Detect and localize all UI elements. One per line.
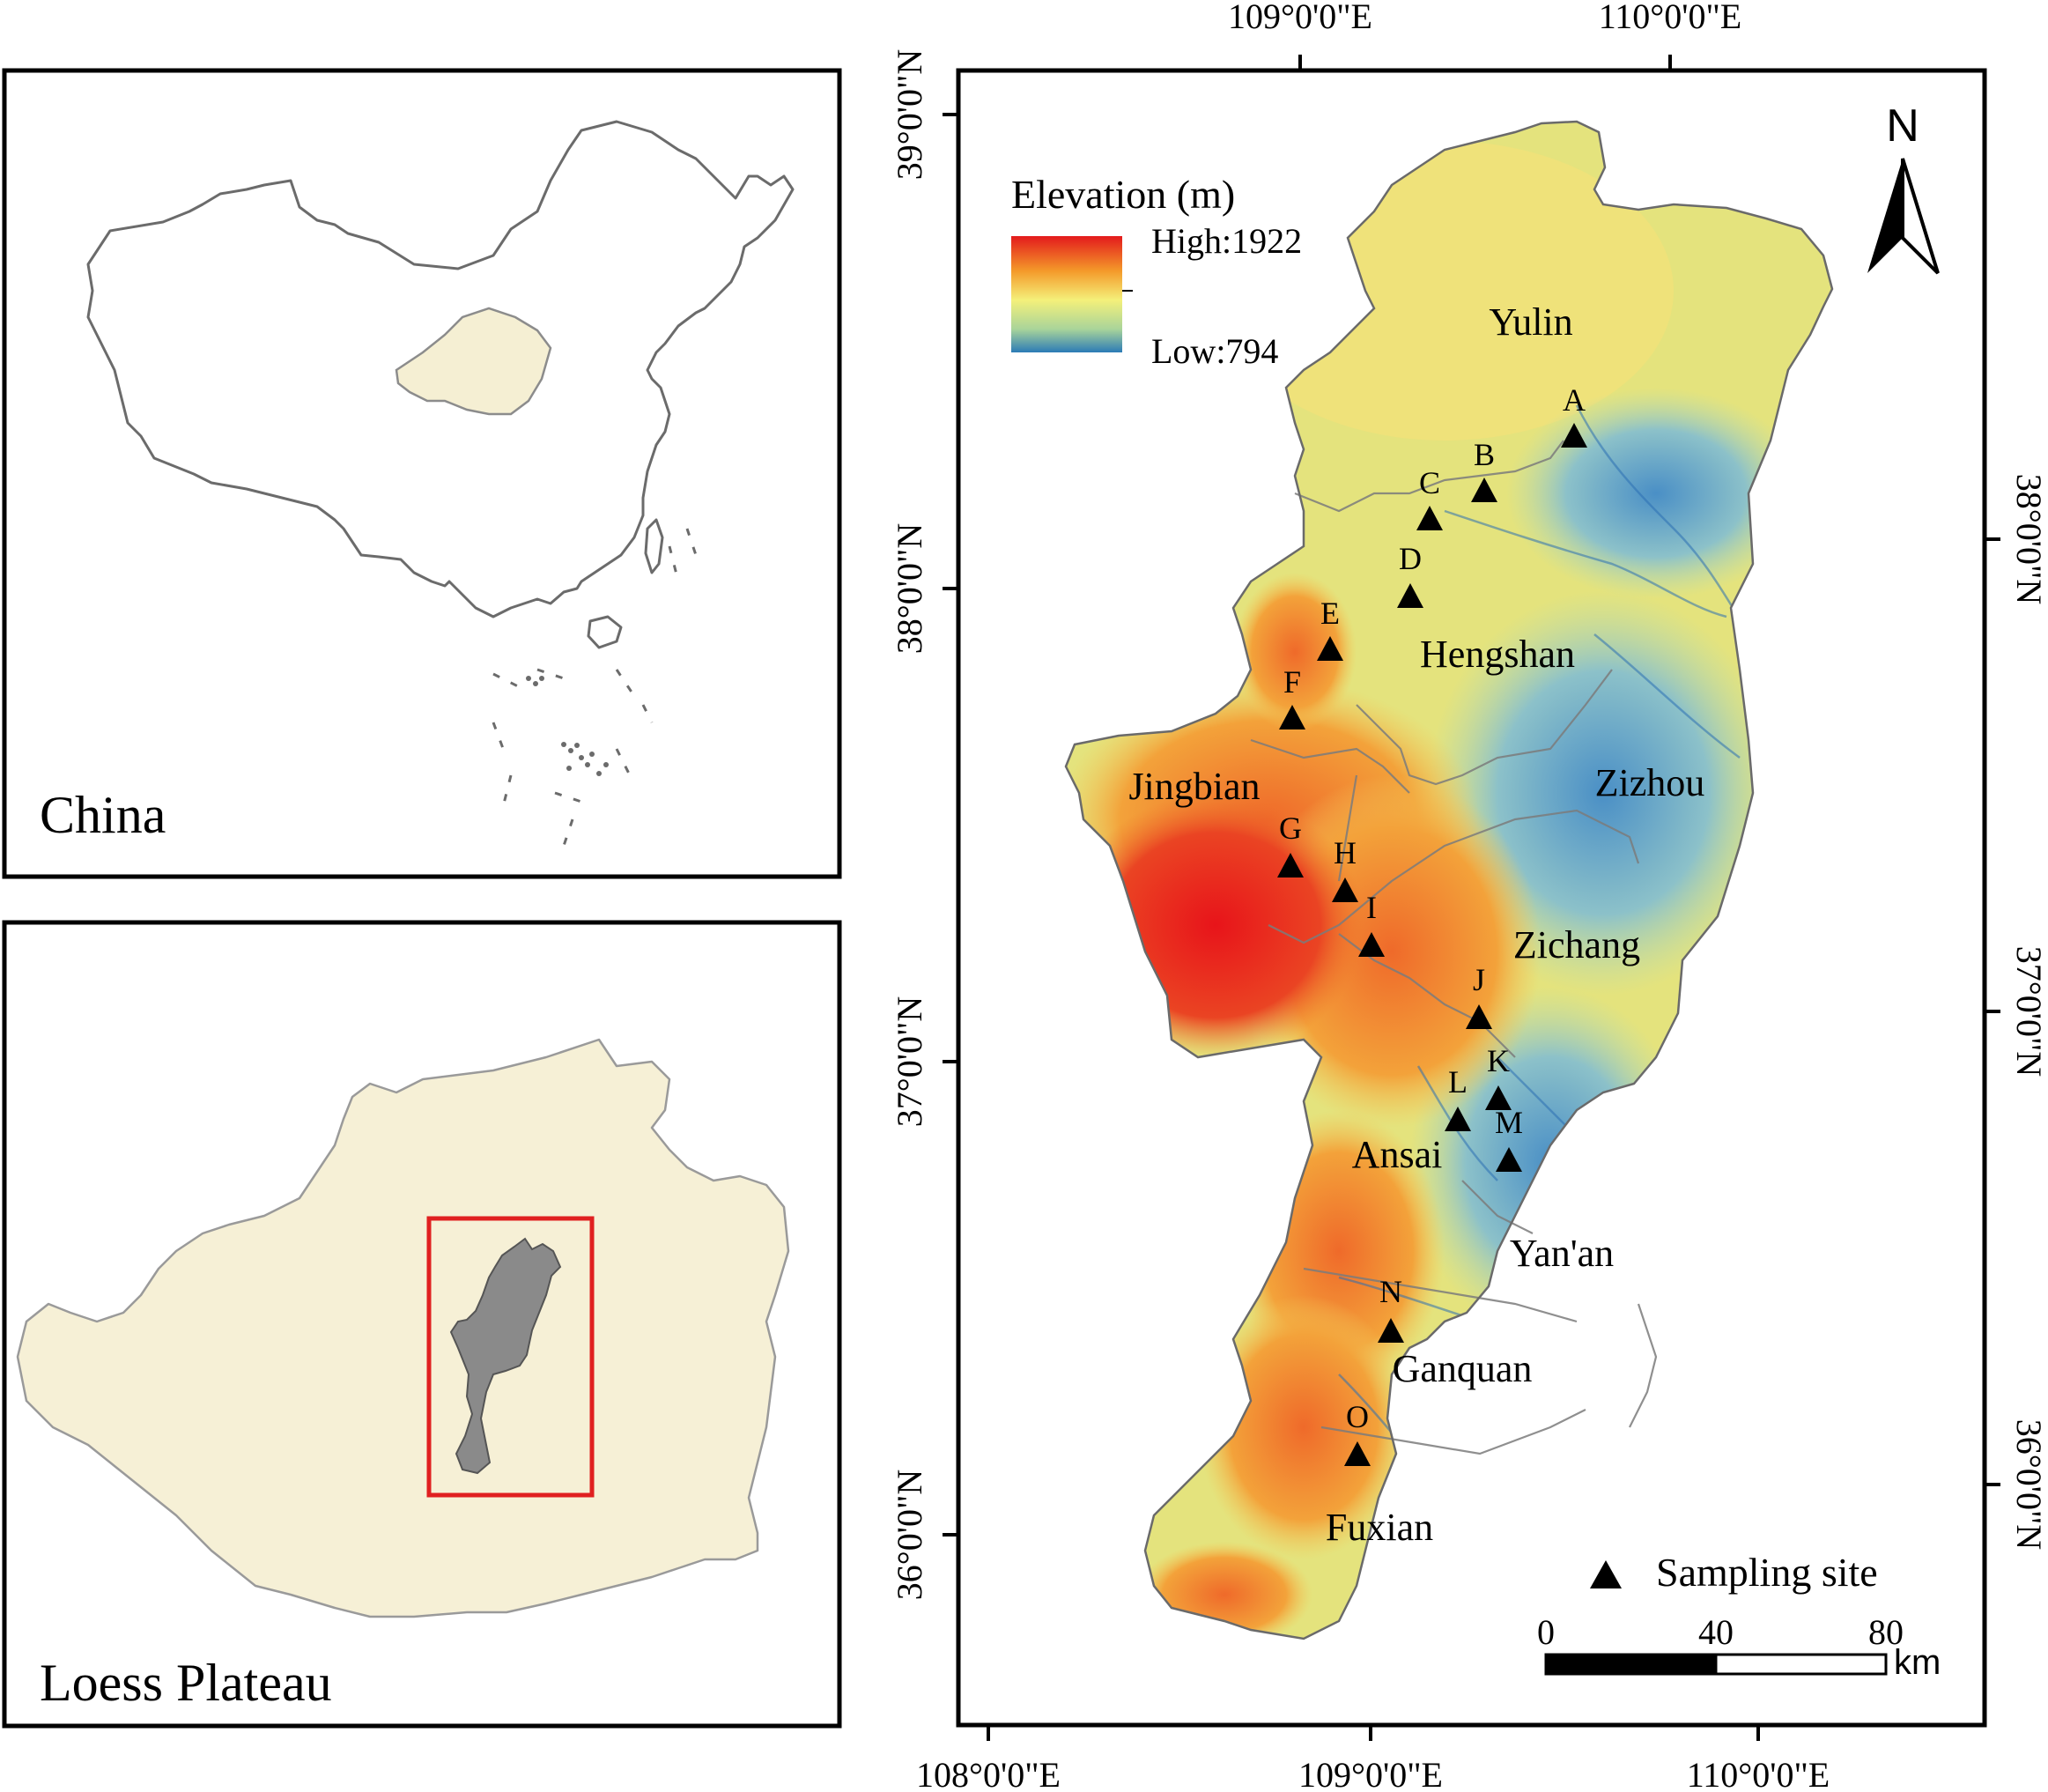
site-label-m: M xyxy=(1495,1105,1523,1140)
county-label-fuxian: Fuxian xyxy=(1326,1506,1433,1549)
left-lat-label-36: 36°0'0"N xyxy=(890,1470,929,1600)
site-marker-k xyxy=(1485,1085,1512,1110)
top-lon-label-110: 110°0'0"E xyxy=(1599,0,1741,36)
site-marker-b xyxy=(1471,478,1497,502)
study-area-extent-box xyxy=(426,1216,595,1498)
scale-bar: 0 40 80 km xyxy=(1537,1612,1941,1682)
south-china-sea-islands xyxy=(526,676,609,776)
scale-label-80: 80 xyxy=(1868,1612,1904,1652)
site-label-k: K xyxy=(1487,1043,1510,1078)
county-label-yulin: Yulin xyxy=(1489,300,1572,344)
county-label-zizhou: Zizhou xyxy=(1595,761,1705,804)
site-marker-a xyxy=(1561,423,1587,448)
bottom-lon-label-110: 110°0'0"E xyxy=(1687,1755,1830,1792)
site-marker-i xyxy=(1358,932,1385,957)
scale-bar-segment-white xyxy=(1714,1653,1888,1676)
site-label-l: L xyxy=(1448,1064,1468,1100)
right-lat-label-36: 36°0'0"N xyxy=(2009,1419,2048,1550)
county-label-ansai: Ansai xyxy=(1352,1133,1443,1176)
sampling-sites: A B C D E F G H I J K L M N xyxy=(1277,382,1587,1466)
left-lat-label-37: 37°0'0"N xyxy=(890,996,929,1127)
site-label-n: N xyxy=(1379,1274,1402,1309)
county-label-zichang: Zichang xyxy=(1513,923,1640,966)
site-marker-m xyxy=(1496,1147,1522,1172)
bottom-lon-label-109: 109°0'0"E xyxy=(1298,1755,1443,1792)
county-label-hengshan: Hengshan xyxy=(1420,633,1575,676)
site-marker-g xyxy=(1277,853,1304,877)
site-marker-e xyxy=(1317,636,1343,661)
sampling-site-legend-label: Sampling site xyxy=(1656,1550,1878,1595)
site-marker-d xyxy=(1397,583,1423,608)
loess-panel-label: Loess Plateau xyxy=(40,1654,332,1712)
loess-plateau-outline xyxy=(16,1038,790,1618)
left-lat-label-38: 38°0'0"N xyxy=(890,523,929,654)
scale-label-0: 0 xyxy=(1537,1612,1555,1652)
site-label-j: J xyxy=(1473,962,1485,997)
taiwan-outline xyxy=(644,518,664,574)
county-label-jingbian: Jingbian xyxy=(1128,765,1260,808)
top-lon-label-109: 109°0'0"E xyxy=(1228,0,1372,36)
site-marker-c xyxy=(1416,506,1443,530)
scale-label-40: 40 xyxy=(1698,1612,1734,1652)
china-panel: China xyxy=(2,68,842,879)
site-label-c: C xyxy=(1419,465,1440,500)
county-label-yanan: Yan'an xyxy=(1510,1232,1614,1275)
loess-region-in-china xyxy=(395,307,552,416)
bottom-lon-label-108: 108°0'0"E xyxy=(916,1755,1061,1792)
right-lat-label-38: 38°0'0"N xyxy=(2009,474,2048,604)
site-label-e: E xyxy=(1320,596,1340,631)
sampling-site-legend-icon xyxy=(1590,1560,1622,1588)
site-marker-f xyxy=(1279,705,1305,729)
study-area-silhouette xyxy=(449,1237,562,1475)
county-label-ganquan: Ganquan xyxy=(1393,1347,1533,1390)
study-area-outline xyxy=(1064,120,1834,1640)
site-marker-j xyxy=(1466,1004,1492,1029)
legend-title: Elevation (m) xyxy=(1011,172,1235,217)
site-label-o: O xyxy=(1346,1399,1369,1434)
site-marker-o xyxy=(1344,1441,1371,1466)
site-label-d: D xyxy=(1399,541,1422,576)
site-marker-l xyxy=(1445,1107,1471,1131)
hainan-outline xyxy=(587,615,623,649)
legend-high-label: High:1922 xyxy=(1151,221,1302,261)
site-label-f: F xyxy=(1283,664,1301,700)
site-label-g: G xyxy=(1279,811,1302,846)
main-map-panel: 109°0'0"E 110°0'0"E 108°0'0"E 109°0'0"E … xyxy=(890,0,2048,1792)
scale-unit-label: km xyxy=(1894,1643,1941,1682)
right-lat-label-37: 37°0'0"N xyxy=(2009,946,2048,1077)
sampling-site-legend: Sampling site xyxy=(1590,1550,1878,1595)
north-arrow-icon: N xyxy=(1867,100,1940,275)
left-lat-label-39: 39°0'0"N xyxy=(890,49,929,180)
site-label-b: B xyxy=(1474,437,1495,472)
site-marker-n xyxy=(1378,1318,1404,1343)
graticule-ticks xyxy=(943,55,2000,1741)
site-label-a: A xyxy=(1563,382,1586,418)
loess-panel: Loess Plateau xyxy=(2,920,842,1729)
china-panel-label: China xyxy=(40,786,166,844)
site-marker-h xyxy=(1332,877,1358,902)
site-label-h: H xyxy=(1334,835,1357,870)
north-arrow-label: N xyxy=(1886,100,1919,152)
elevation-legend: Elevation (m) High:1922 Low:794 xyxy=(1011,172,1302,371)
elevation-color-ramp xyxy=(1011,236,1122,352)
legend-low-label: Low:794 xyxy=(1151,331,1278,371)
site-label-i: I xyxy=(1366,890,1377,925)
scale-bar-segment-black xyxy=(1544,1653,1718,1676)
